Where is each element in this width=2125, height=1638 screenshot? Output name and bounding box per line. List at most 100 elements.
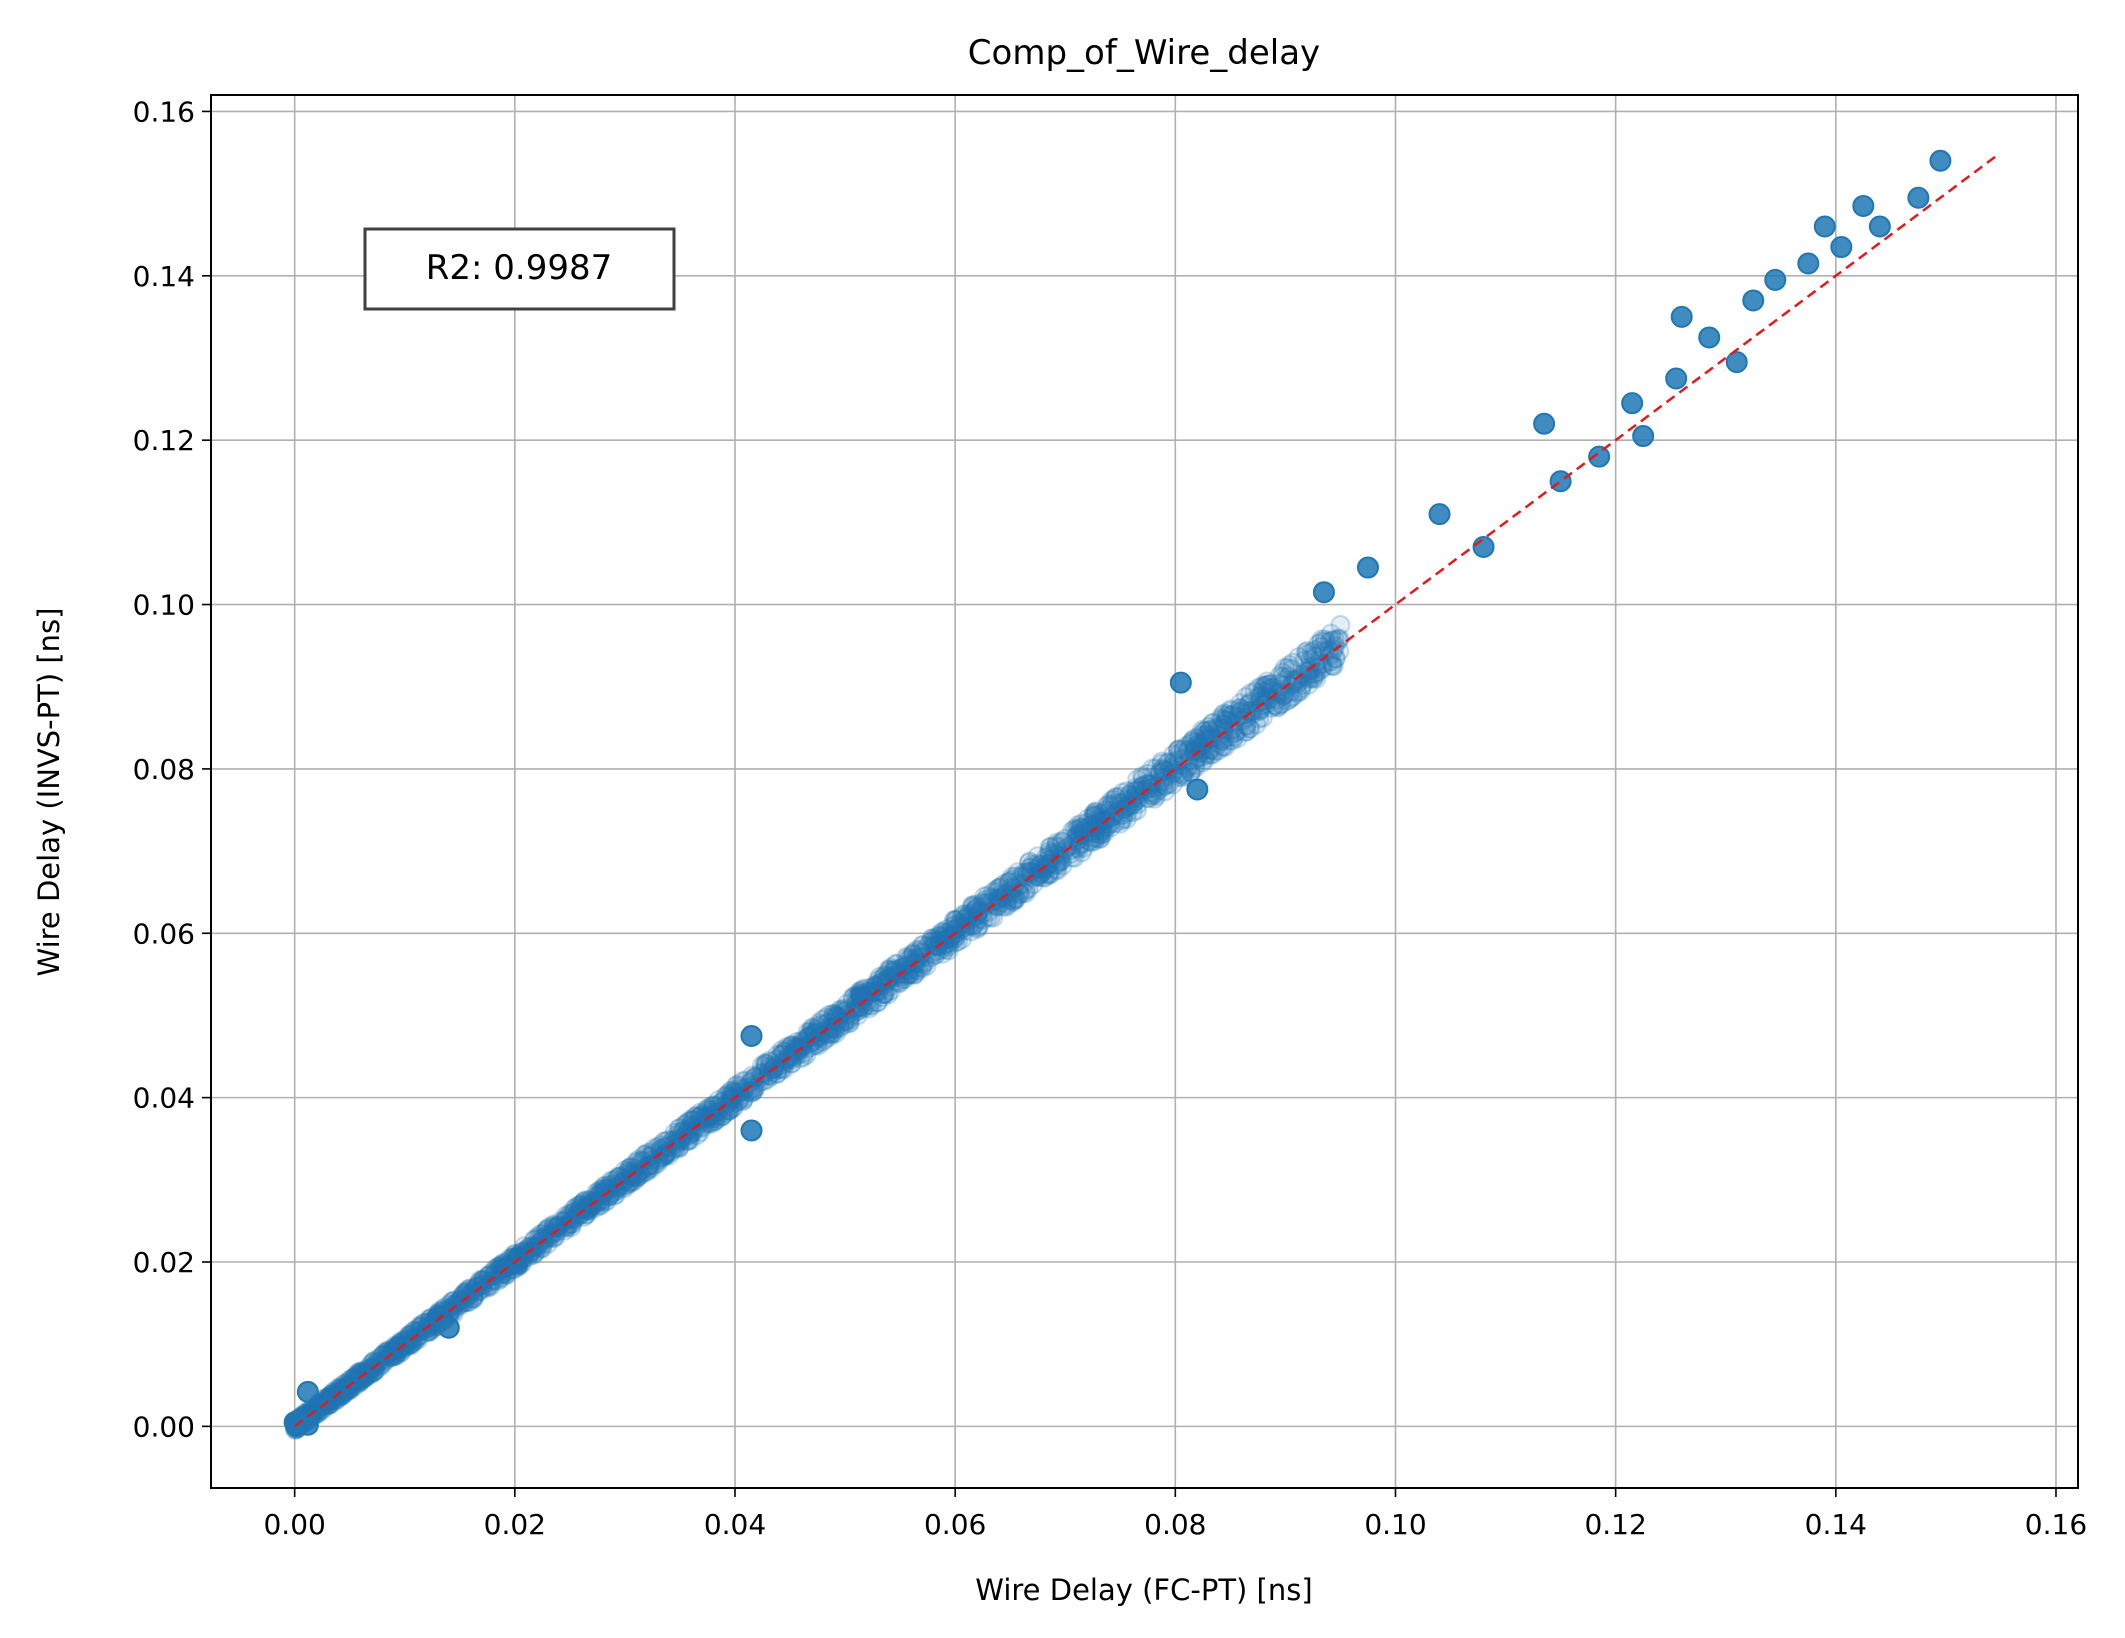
data-point xyxy=(1670,305,1693,328)
data-point xyxy=(506,1247,527,1268)
data-point xyxy=(1169,671,1192,694)
data-point xyxy=(1291,677,1312,698)
data-point xyxy=(368,1348,389,1369)
data-point xyxy=(1049,841,1070,862)
data-point xyxy=(623,1166,644,1187)
data-point xyxy=(962,896,983,917)
data-point xyxy=(1261,673,1282,694)
data-point xyxy=(945,910,966,931)
data-point xyxy=(1259,674,1280,695)
data-point xyxy=(1144,788,1165,809)
data-point xyxy=(1162,774,1183,795)
data-point xyxy=(362,1362,383,1383)
data-point xyxy=(825,1008,846,1029)
data-point xyxy=(462,1288,483,1309)
data-point xyxy=(878,976,899,997)
data-point xyxy=(1698,326,1721,349)
data-point xyxy=(1215,710,1236,731)
data-point xyxy=(1296,640,1317,661)
data-point xyxy=(408,1326,429,1347)
data-point xyxy=(797,1028,818,1049)
data-point xyxy=(887,962,908,983)
data-point xyxy=(651,1139,672,1160)
data-point xyxy=(493,1257,514,1278)
data-point xyxy=(979,892,1000,913)
data-point xyxy=(647,1148,668,1169)
data-point xyxy=(825,1023,846,1044)
data-point xyxy=(514,1248,535,1269)
data-point xyxy=(1202,713,1223,734)
data-point xyxy=(296,1380,319,1403)
data-point xyxy=(1049,848,1070,869)
data-point xyxy=(809,1027,830,1048)
data-point xyxy=(599,1186,620,1207)
data-point xyxy=(1274,657,1295,678)
data-point xyxy=(800,1026,821,1047)
x-tick-label: 0.00 xyxy=(263,1508,325,1541)
data-point xyxy=(390,1333,411,1354)
data-point xyxy=(1027,866,1048,887)
data-point xyxy=(1163,744,1184,765)
data-point xyxy=(490,1257,511,1278)
data-point xyxy=(1312,581,1335,604)
data-point xyxy=(316,1388,337,1409)
x-tick-label: 0.14 xyxy=(1805,1508,1867,1541)
data-point xyxy=(1208,740,1229,761)
data-point xyxy=(751,1055,772,1076)
data-point xyxy=(965,894,986,915)
data-point xyxy=(1184,740,1205,761)
data-point xyxy=(1106,787,1127,808)
data-point xyxy=(310,1393,331,1414)
data-point xyxy=(542,1227,563,1248)
data-point xyxy=(1472,536,1495,559)
data-point xyxy=(1140,774,1161,795)
data-point xyxy=(333,1383,354,1404)
data-point xyxy=(1250,691,1271,712)
data-point xyxy=(1069,817,1090,838)
data-point xyxy=(1185,755,1206,776)
data-point xyxy=(559,1214,580,1235)
data-point xyxy=(961,895,982,916)
data-point xyxy=(1116,809,1137,830)
data-point xyxy=(955,912,976,933)
y-tick-label: 0.12 xyxy=(133,424,195,457)
data-point xyxy=(1133,768,1154,789)
data-point xyxy=(478,1266,499,1287)
data-point xyxy=(326,1389,347,1410)
data-point xyxy=(1246,714,1267,735)
data-point xyxy=(650,1147,671,1168)
data-point xyxy=(1104,789,1125,810)
data-point xyxy=(343,1368,364,1389)
data-point xyxy=(406,1328,427,1349)
y-tick-label: 0.04 xyxy=(133,1082,195,1115)
data-point xyxy=(506,1247,527,1268)
data-point xyxy=(854,978,875,999)
data-point xyxy=(1252,696,1273,717)
data-point xyxy=(1665,367,1688,390)
data-point xyxy=(991,892,1012,913)
data-point xyxy=(1742,289,1765,312)
data-point xyxy=(1280,676,1301,697)
data-point xyxy=(457,1291,478,1312)
data-point xyxy=(490,1267,511,1288)
data-point xyxy=(818,1022,839,1043)
data-point xyxy=(1071,813,1092,834)
data-point xyxy=(1020,864,1041,885)
data-point xyxy=(1277,658,1298,679)
r2-annotation: R2: 0.9987 xyxy=(426,248,613,288)
data-point xyxy=(842,987,863,1008)
data-point xyxy=(666,1134,687,1155)
data-point xyxy=(637,1156,658,1177)
data-point xyxy=(521,1236,542,1257)
data-point xyxy=(1064,847,1085,868)
data-point xyxy=(680,1109,701,1130)
data-point xyxy=(830,1012,851,1033)
data-point xyxy=(1725,351,1748,374)
data-point xyxy=(929,930,950,951)
data-point xyxy=(1190,741,1211,762)
data-point xyxy=(740,1080,761,1101)
data-point xyxy=(740,1082,761,1103)
y-tick-label: 0.16 xyxy=(133,95,195,128)
data-point xyxy=(1137,763,1158,784)
data-point xyxy=(911,935,932,956)
